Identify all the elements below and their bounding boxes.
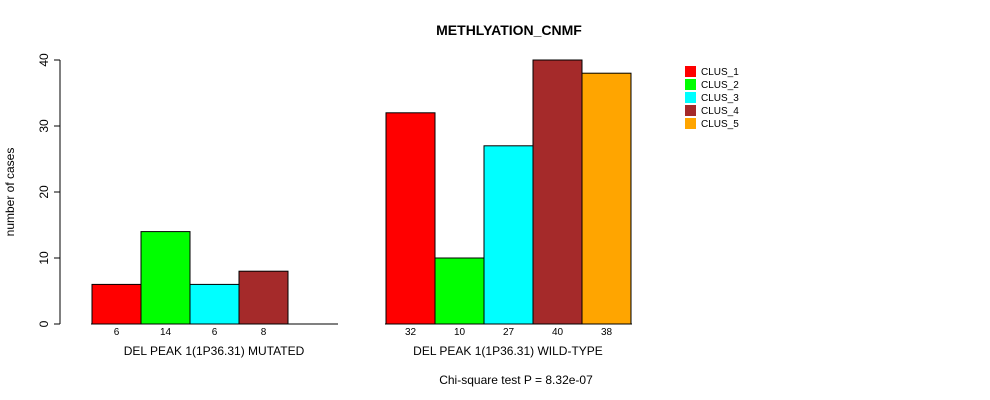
bar-group1-clus_2 [434, 257, 485, 325]
bar-group1-clus_5 [581, 72, 632, 325]
legend-label-clus_4: CLUS_4 [701, 106, 739, 117]
y-tick-label: 0 [37, 320, 51, 327]
legend-swatch-clus_4 [685, 105, 696, 116]
value-labels: 6 14 6 8 32 10 27 40 38 [114, 327, 613, 338]
bar-value-label: 38 [601, 327, 613, 338]
bar-group0-clus_1 [91, 283, 142, 325]
legend-label-clus_3: CLUS_3 [701, 93, 739, 104]
bar-group1-clus_3 [483, 145, 534, 325]
chart-title: METHLYATION_CNMF [436, 22, 582, 38]
bar-group1-clus_1 [385, 112, 436, 325]
y-tick-label: 40 [37, 53, 51, 67]
bar-area [91, 59, 632, 325]
bar-value-label: 8 [261, 327, 267, 338]
bar-group0-clus_2 [140, 231, 191, 325]
group-label-mutated: DEL PEAK 1(1P36.31) MUTATED [124, 344, 305, 358]
legend-swatch-clus_5 [685, 118, 696, 129]
legend-swatch-clus_1 [685, 66, 696, 77]
y-axis-label: number of cases [3, 148, 17, 237]
bar-group0-clus_4 [238, 270, 289, 325]
bar-value-label: 14 [160, 327, 172, 338]
bar-group1-clus_4 [532, 59, 583, 325]
legend-label-clus_5: CLUS_5 [701, 119, 739, 130]
legend-swatch-clus_2 [685, 79, 696, 90]
legend-swatch-clus_3 [685, 92, 696, 103]
y-tick-label: 30 [37, 119, 51, 133]
y-tick-label: 20 [37, 185, 51, 199]
chi-square-footnote: Chi-square test P = 8.32e-07 [439, 373, 593, 387]
bar-value-label: 27 [503, 327, 515, 338]
bar-value-label: 32 [405, 327, 417, 338]
legend-label-clus_1: CLUS_1 [701, 67, 739, 78]
bar-value-label: 10 [454, 327, 466, 338]
bar-value-label: 6 [212, 327, 218, 338]
legend: CLUS_1 CLUS_2 CLUS_3 CLUS_4 CLUS_5 [685, 66, 739, 130]
bar-value-label: 40 [552, 327, 564, 338]
y-axis-ticks: 0 10 20 30 40 [37, 53, 60, 327]
bar-value-label: 6 [114, 327, 120, 338]
y-tick-label: 10 [37, 251, 51, 265]
legend-label-clus_2: CLUS_2 [701, 80, 739, 91]
bar-group0-clus_3 [189, 283, 240, 325]
group-label-wild-type: DEL PEAK 1(1P36.31) WILD-TYPE [413, 344, 603, 358]
